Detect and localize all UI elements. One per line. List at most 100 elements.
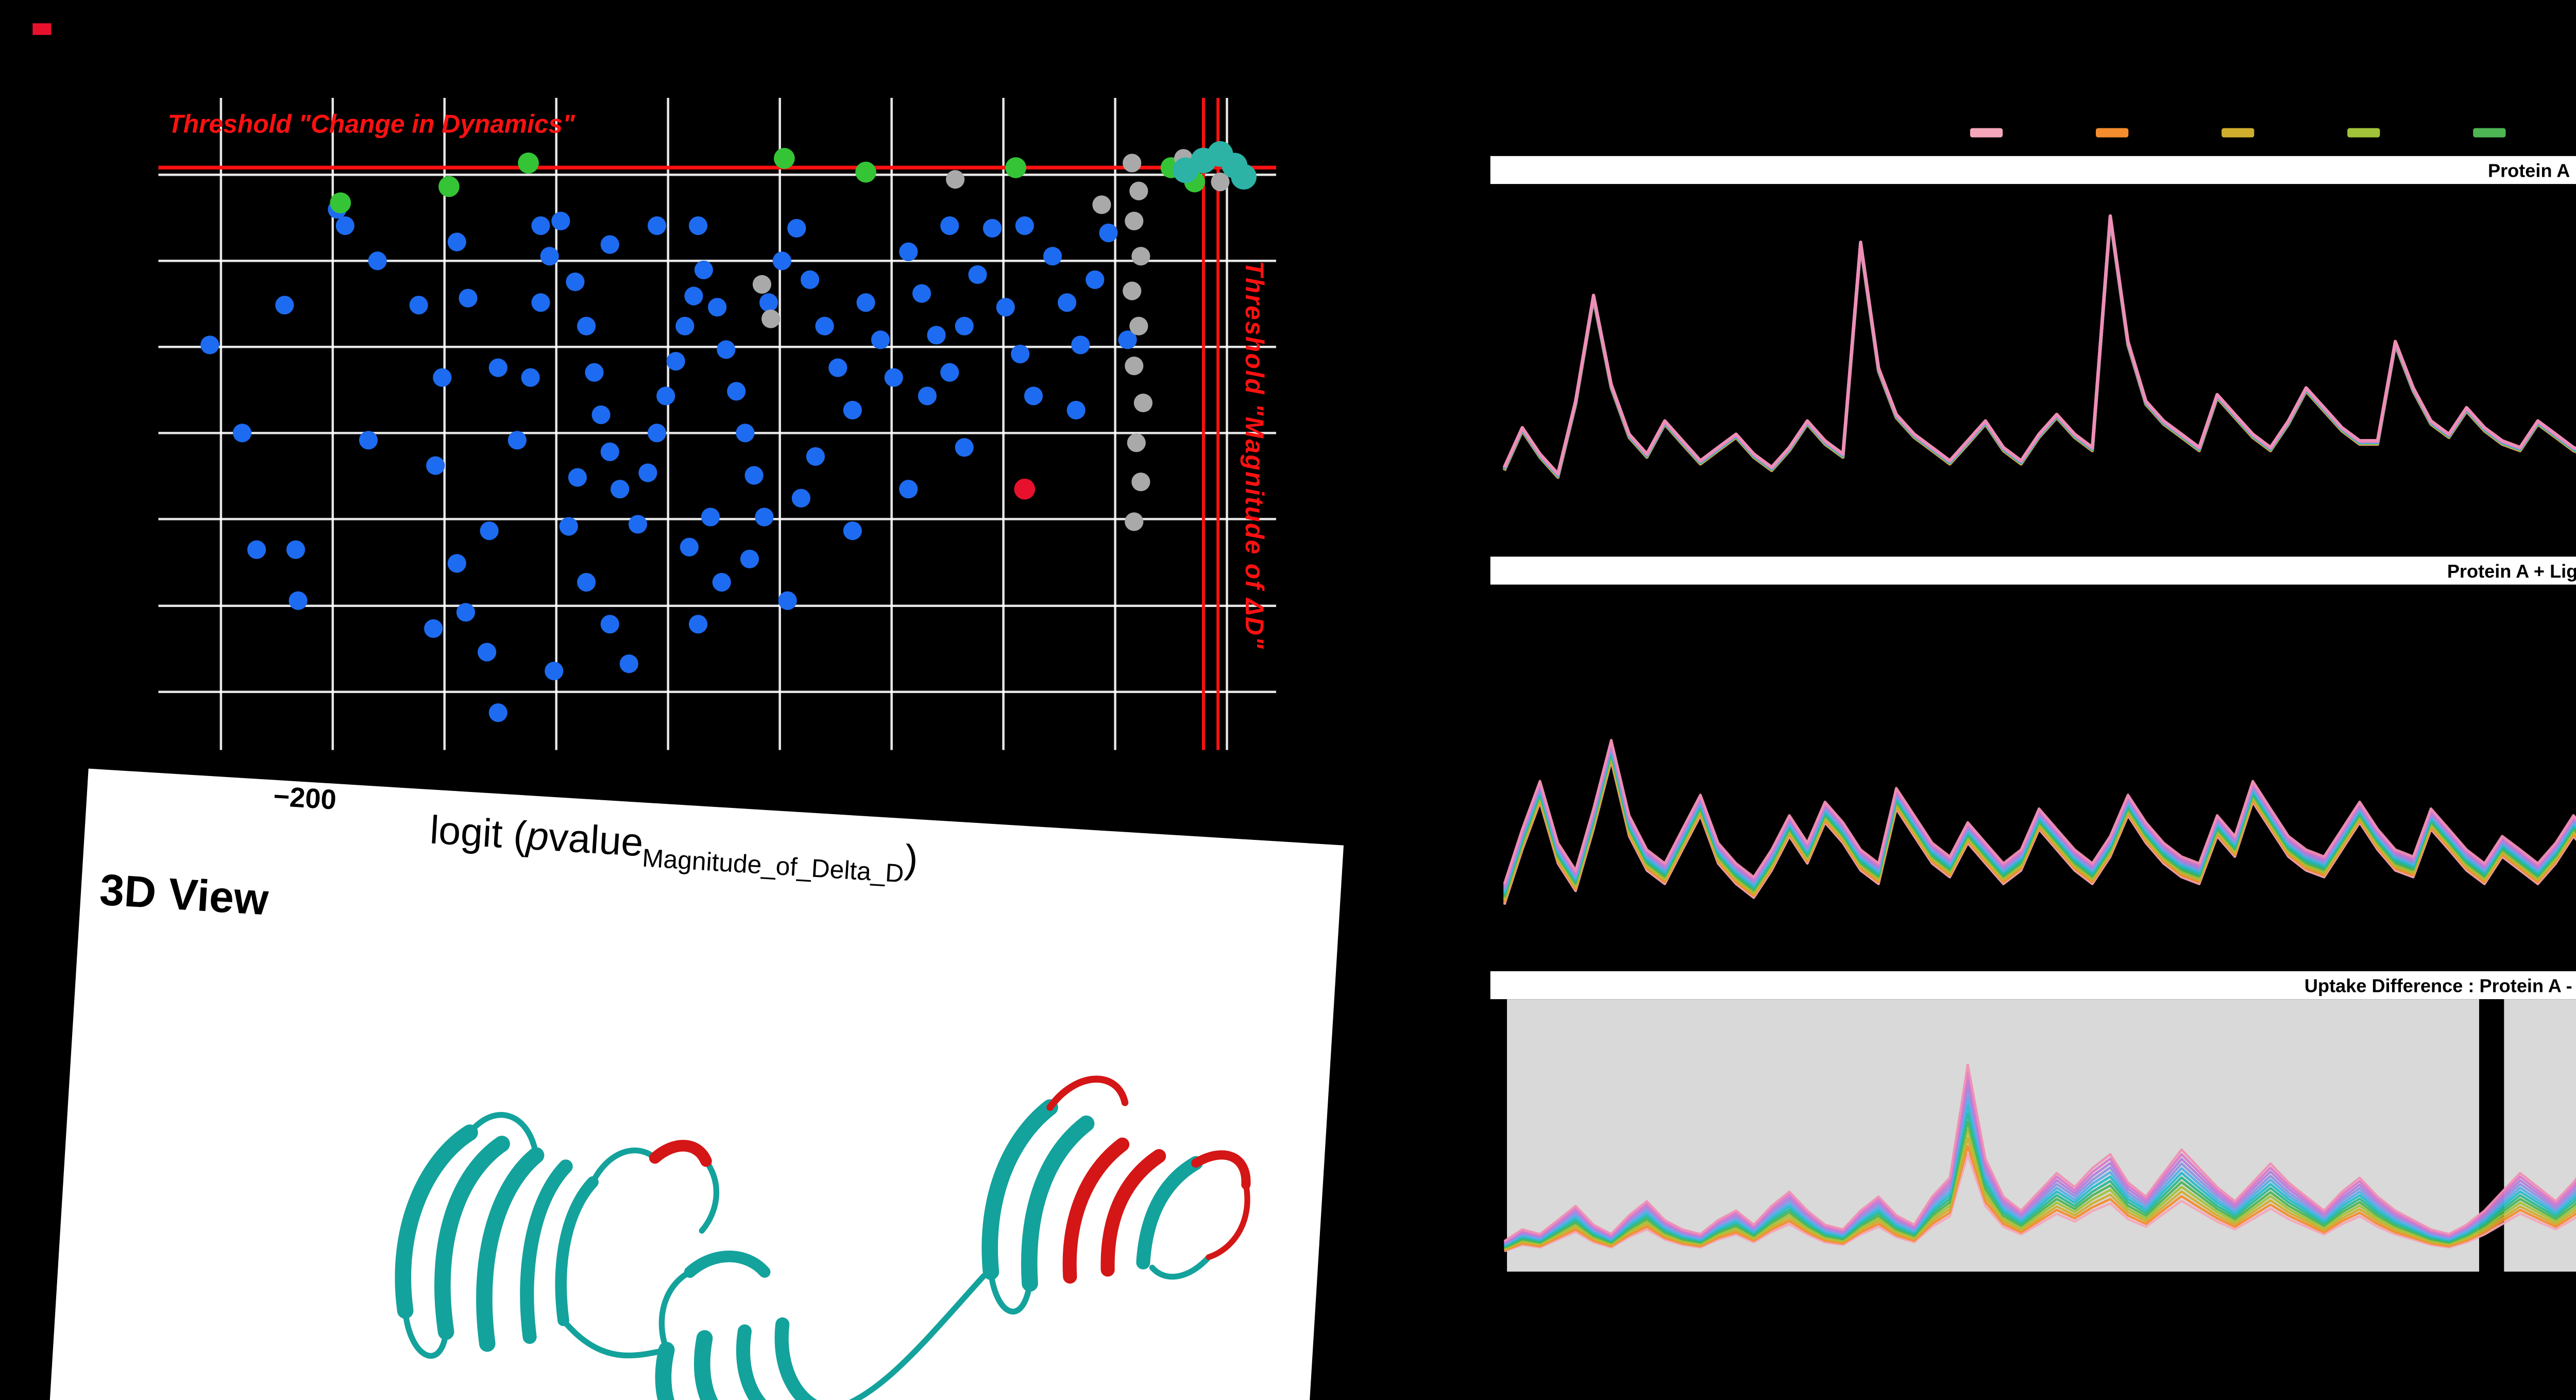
scatter-point-not-significant[interactable] (568, 468, 587, 487)
scatter-point-not-significant[interactable] (955, 438, 974, 457)
trace-series-3[interactable] (1503, 216, 2576, 494)
scatter-point-not-significant[interactable] (856, 293, 875, 312)
scatter-point-not-significant[interactable] (680, 537, 699, 556)
scatter-point-not-significant[interactable] (426, 456, 445, 475)
scatter-point-not-significant[interactable] (289, 591, 308, 610)
trace-series-11[interactable] (1503, 214, 2576, 476)
scatter-point-not-significant[interactable] (884, 368, 903, 387)
scatter-point-not-significant[interactable] (368, 251, 387, 271)
scatter-point-not-significant[interactable] (456, 603, 476, 622)
scatter-point-below-magnitude-threshold[interactable] (1133, 393, 1153, 413)
scatter-point-not-significant[interactable] (843, 521, 862, 541)
scatter-point-not-significant[interactable] (689, 216, 708, 235)
scatter-point-not-significant[interactable] (689, 615, 708, 634)
scatter-point-below-magnitude-threshold[interactable] (761, 309, 781, 328)
scatter-point-significant-both-thresholds[interactable] (1231, 164, 1257, 190)
trace-series-5[interactable] (1503, 216, 2576, 483)
legend-item-timepoint-0[interactable] (1970, 128, 2003, 137)
scatter-point-not-significant[interactable] (955, 316, 974, 335)
scatter-point-not-significant[interactable] (247, 540, 266, 559)
scatter-point-not-significant[interactable] (566, 272, 585, 291)
legend-item-timepoint-1[interactable] (2096, 128, 2129, 137)
trace-series-4[interactable] (1503, 216, 2576, 488)
trace-series-0[interactable] (1504, 1153, 2576, 1253)
scatter-point-not-significant[interactable] (409, 296, 428, 315)
scatter-point-not-significant[interactable] (1057, 293, 1077, 312)
volcano-canvas[interactable] (158, 97, 1276, 750)
scatter-point-significant-change-in-dynamics[interactable] (330, 192, 351, 214)
scatter-point-below-magnitude-threshold[interactable] (1125, 357, 1144, 376)
scatter-point-not-significant[interactable] (1118, 330, 1137, 349)
scatter-point-below-magnitude-threshold[interactable] (1211, 172, 1230, 192)
scatter-point-not-significant[interactable] (815, 316, 834, 335)
scatter-point-not-significant[interactable] (982, 218, 1002, 238)
scatter-point-not-significant[interactable] (968, 265, 987, 284)
scatter-point-not-significant[interactable] (488, 358, 507, 377)
scatter-point-not-significant[interactable] (600, 235, 619, 254)
scatter-point-not-significant[interactable] (585, 363, 604, 382)
scatter-point-not-significant[interactable] (927, 326, 946, 345)
scatter-point-below-magnitude-threshold[interactable] (1123, 154, 1142, 173)
scatter-point-not-significant[interactable] (1011, 344, 1030, 364)
scatter-point-not-significant[interactable] (717, 340, 736, 359)
chart-protein-a[interactable] (1490, 184, 2576, 552)
scatter-point-not-significant[interactable] (940, 363, 959, 382)
scatter-point-not-significant[interactable] (447, 554, 466, 573)
scatter-point-not-significant[interactable] (828, 358, 848, 377)
trace-series-2[interactable] (1504, 1137, 2576, 1251)
scatter-point-not-significant[interactable] (551, 211, 570, 231)
scatter-point-not-significant[interactable] (648, 216, 667, 235)
scatter-point-not-significant[interactable] (488, 703, 507, 722)
legend-item-timepoint-4[interactable] (2473, 128, 2506, 137)
scatter-point-below-magnitude-threshold[interactable] (752, 275, 772, 294)
scatter-point-not-significant[interactable] (656, 386, 675, 406)
scatter-point-not-significant[interactable] (545, 662, 564, 681)
scatter-point-not-significant[interactable] (359, 431, 378, 450)
scatter-point-not-significant[interactable] (899, 242, 918, 261)
scatter-point-not-significant[interactable] (1015, 216, 1034, 235)
scatter-point-not-significant[interactable] (899, 480, 918, 499)
scatter-point-not-significant[interactable] (712, 572, 731, 592)
scatter-point-not-significant[interactable] (478, 643, 497, 662)
scatter-point-not-significant[interactable] (806, 447, 825, 466)
scatter-point-not-significant[interactable] (918, 386, 937, 406)
scatter-point-not-significant[interactable] (648, 424, 667, 443)
scatter-point-not-significant[interactable] (740, 549, 759, 568)
scatter-point-not-significant[interactable] (787, 218, 806, 238)
scatter-point-not-significant[interactable] (1086, 270, 1105, 289)
scatter-point-not-significant[interactable] (727, 382, 746, 401)
scatter-point-significant-change-in-dynamics[interactable] (1005, 157, 1026, 178)
trace-series-6[interactable] (1503, 215, 2576, 478)
legend-item-timepoint-2[interactable] (2222, 128, 2255, 137)
scatter-point-significant-red[interactable] (1014, 478, 1036, 500)
scatter-point-not-significant[interactable] (559, 517, 578, 536)
trace-series-11[interactable] (1503, 1064, 2576, 1242)
scatter-point-below-magnitude-threshold[interactable] (1125, 512, 1144, 531)
scatter-point-not-significant[interactable] (424, 619, 443, 638)
scatter-point-not-significant[interactable] (1066, 400, 1086, 420)
scatter-point-not-significant[interactable] (1099, 223, 1118, 243)
scatter-point-significant-change-in-dynamics[interactable] (855, 161, 876, 183)
trace-series-11[interactable] (1503, 631, 2576, 885)
scatter-point-below-magnitude-threshold[interactable] (946, 170, 965, 189)
scatter-point-not-significant[interactable] (233, 424, 252, 443)
trace-series-10[interactable] (1503, 214, 2576, 476)
scatter-point-below-magnitude-threshold[interactable] (1131, 247, 1150, 266)
scatter-point-below-magnitude-threshold[interactable] (1131, 473, 1150, 492)
scatter-point-not-significant[interactable] (684, 286, 703, 306)
trace-series-3[interactable] (1504, 1128, 2576, 1250)
view-3d-panel[interactable]: −200 logit (pvalueMagnitude_of_Delta_D) … (45, 768, 1344, 1400)
scatter-point-below-magnitude-threshold[interactable] (1125, 211, 1144, 231)
scatter-point-not-significant[interactable] (675, 316, 694, 335)
scatter-point-below-magnitude-threshold[interactable] (1092, 195, 1111, 214)
scatter-point-not-significant[interactable] (708, 298, 727, 317)
scatter-point-not-significant[interactable] (611, 480, 630, 499)
scatter-point-not-significant[interactable] (577, 316, 596, 335)
scatter-point-not-significant[interactable] (1024, 386, 1043, 406)
scatter-point-not-significant[interactable] (772, 251, 791, 271)
scatter-point-not-significant[interactable] (600, 442, 619, 461)
scatter-point-not-significant[interactable] (540, 247, 559, 266)
trace-series-7[interactable] (1503, 215, 2576, 477)
scatter-point-not-significant[interactable] (200, 335, 219, 355)
scatter-point-not-significant[interactable] (791, 488, 810, 508)
